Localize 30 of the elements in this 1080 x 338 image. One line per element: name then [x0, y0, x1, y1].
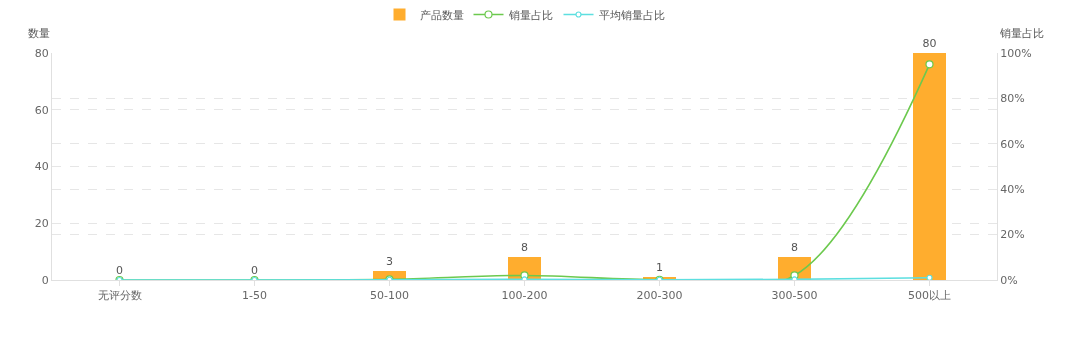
data-label: 0: [251, 264, 258, 277]
y2-axis-title: 销量占比: [999, 27, 1044, 40]
data-label: 80: [922, 37, 937, 50]
data-label: 1: [656, 261, 663, 274]
y-axis-title: 数量: [28, 27, 50, 40]
x-tick-label: 无评分数: [97, 289, 142, 303]
y-tick-label: 20: [34, 217, 49, 231]
y-tick-label: 40: [34, 160, 49, 174]
y2-tick-label: 80%: [1000, 92, 1025, 106]
x-tick-label: 100-200: [501, 289, 548, 303]
x-tick-label: 500以上: [908, 289, 951, 303]
x-tick-label: 300-500: [771, 289, 818, 303]
y2-tick-label: 100%: [1000, 46, 1032, 60]
x-tick-label: 50-100: [370, 289, 409, 303]
x-tick-label: 1-50: [242, 289, 267, 303]
legend-label: 销量占比: [507, 8, 553, 22]
y-tick-label: 80: [34, 46, 49, 60]
x-tick-label: 200-300: [636, 289, 683, 303]
y2-tick-label: 40%: [1000, 183, 1025, 197]
y2-tick-label: 20%: [1000, 228, 1025, 242]
y2-tick-label: 0%: [1000, 273, 1018, 287]
y2-tick-label: 60%: [1000, 137, 1025, 151]
data-label: 8: [521, 241, 528, 254]
legend-label: 产品数量: [419, 8, 464, 22]
data-label: 0: [116, 264, 123, 277]
y-tick-label: 60: [34, 103, 49, 117]
legend-label: 平均销量占比: [598, 8, 665, 22]
data-label: 3: [386, 255, 393, 268]
data-label: 8: [791, 241, 798, 254]
y-tick-label: 0: [41, 273, 49, 287]
